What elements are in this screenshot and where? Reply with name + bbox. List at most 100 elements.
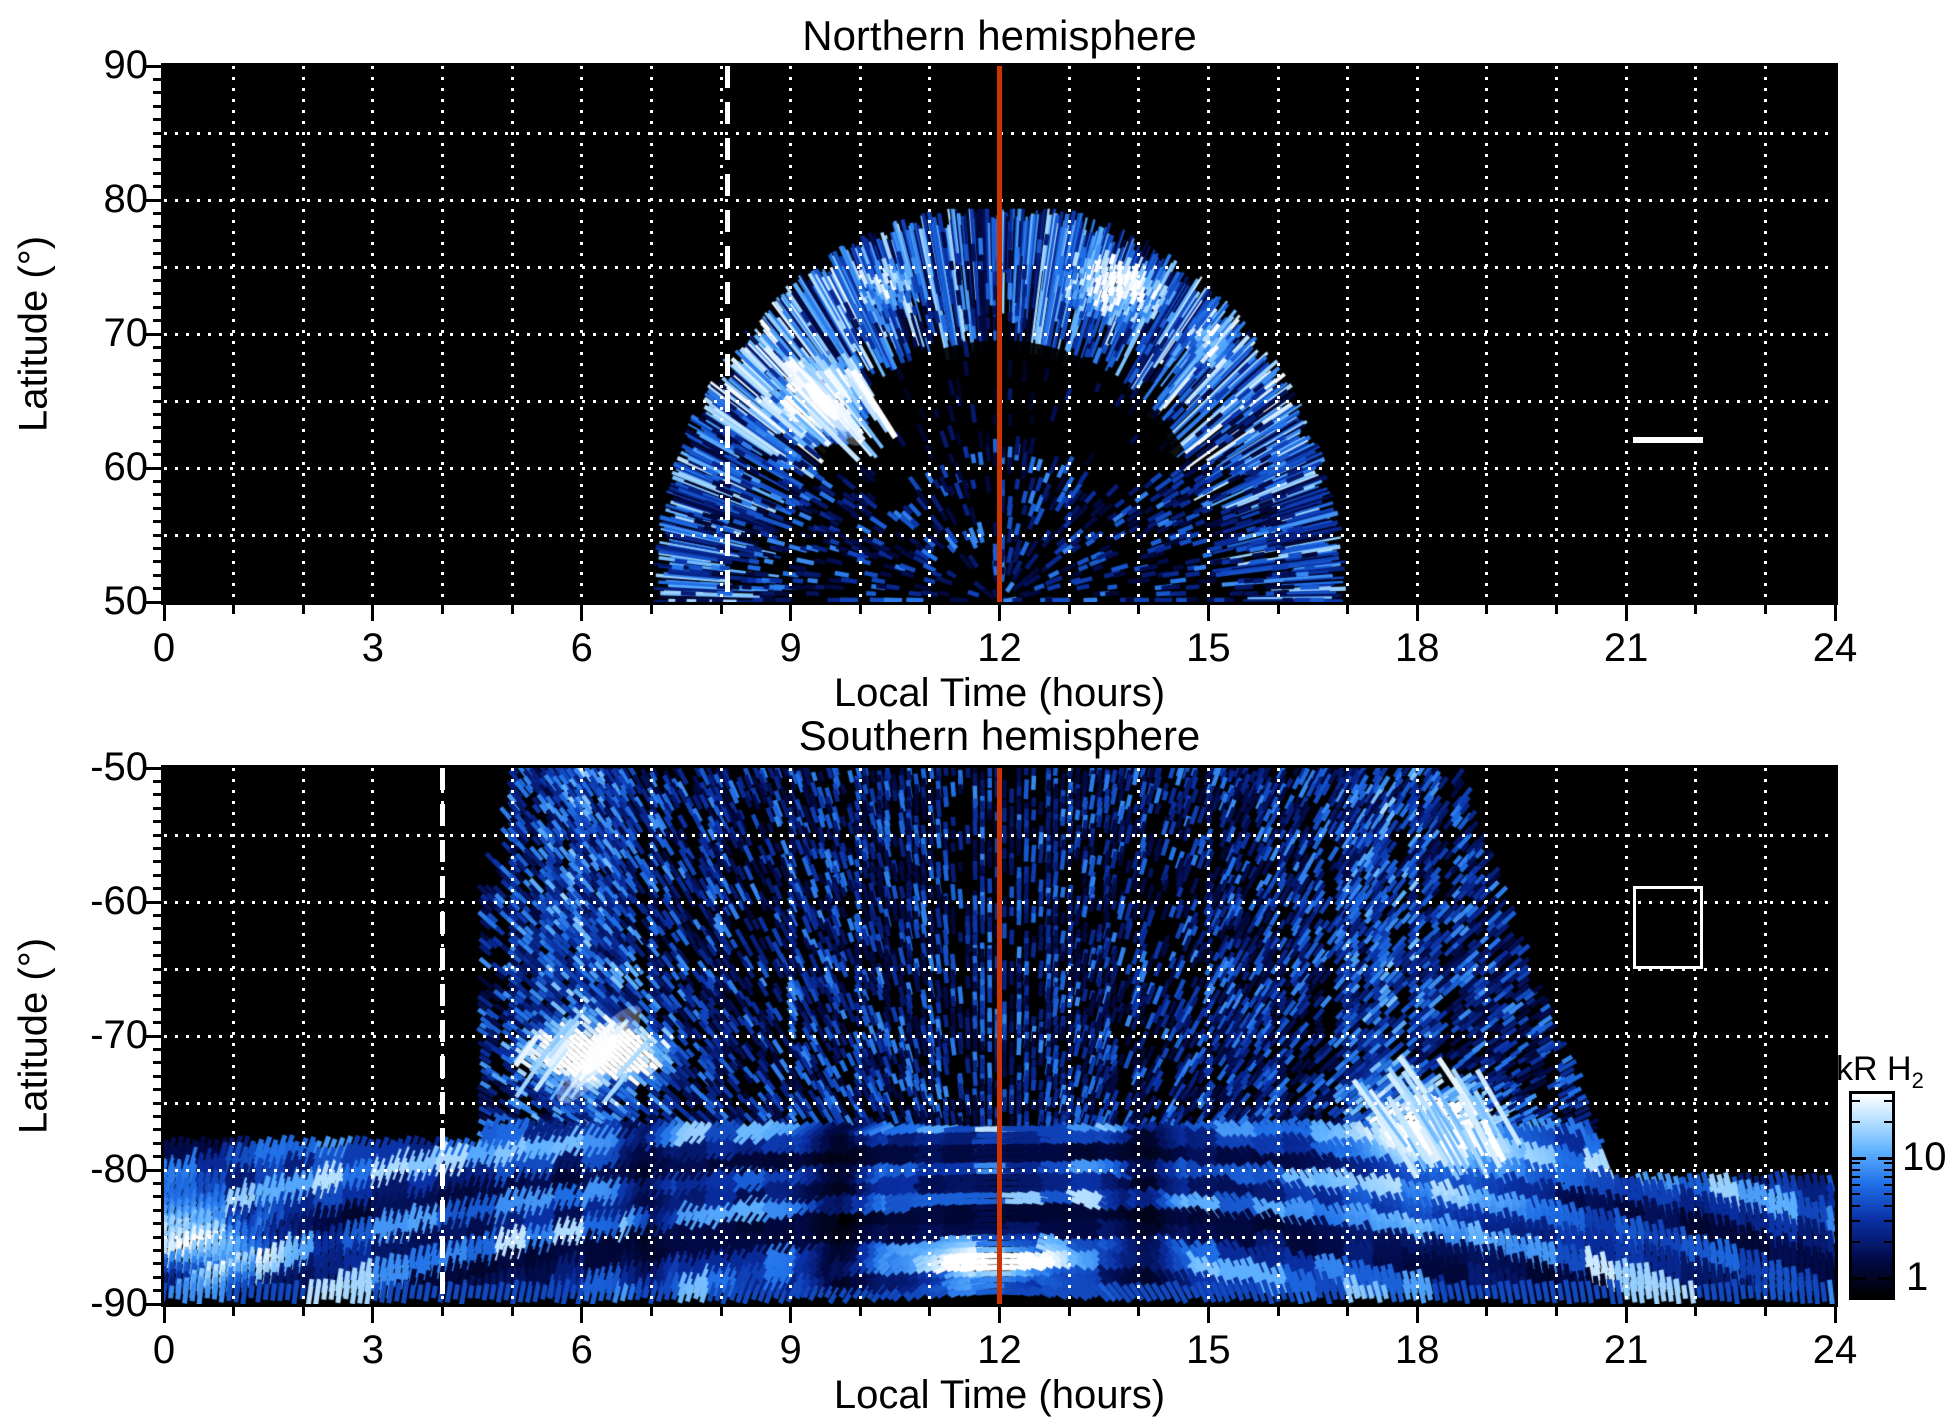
y-tick-label: 60 <box>103 445 149 489</box>
x-tick-label: 21 <box>1603 626 1649 670</box>
x-tick-minor <box>232 605 236 614</box>
x-tick-major <box>1833 605 1837 621</box>
y-tick-minor <box>153 359 161 363</box>
y-tick-minor <box>153 144 161 148</box>
y-tick-major <box>145 1168 161 1172</box>
x-tick-minor <box>1137 1307 1141 1316</box>
x-tick-minor <box>510 605 514 614</box>
y-tick-minor <box>153 1114 161 1118</box>
x-tick-minor <box>301 1307 305 1316</box>
y-tick-label: 50 <box>103 579 149 623</box>
x-tick-minor <box>232 1307 236 1316</box>
colorbar-tick <box>1884 1193 1892 1196</box>
colorbar-tick <box>1852 1276 1866 1280</box>
x-tick-label: 3 <box>361 1328 384 1372</box>
y-tick-label: -50 <box>90 745 148 789</box>
x-tick-major <box>1206 1307 1210 1323</box>
x-tick-minor <box>858 1307 862 1316</box>
y-tick-minor <box>153 1262 161 1266</box>
y-tick-minor <box>153 1289 161 1293</box>
dashed-reference-line <box>725 66 731 602</box>
x-tick-minor <box>649 1307 653 1316</box>
colorbar-label: kR H2 <box>1836 1050 1924 1094</box>
y-tick-minor <box>153 793 161 797</box>
colorbar-tick <box>1852 1099 1860 1102</box>
colorbar-tick <box>1884 1175 1892 1178</box>
y-tick-label: 70 <box>103 311 149 355</box>
dashed-reference-line <box>440 768 445 1304</box>
x-tick-minor <box>1763 605 1767 614</box>
colorbar-tick <box>1884 1099 1892 1102</box>
y-tick-minor <box>153 1181 161 1185</box>
y-tick-minor <box>153 1088 161 1092</box>
north-plot-title: Northern hemisphere <box>802 12 1197 59</box>
y-tick-minor <box>153 319 161 323</box>
x-tick-label: 24 <box>1812 626 1858 670</box>
y-tick-minor <box>153 252 161 256</box>
y-tick-minor <box>153 91 161 95</box>
x-tick-label: 15 <box>1186 1328 1231 1372</box>
y-tick-minor <box>153 439 161 443</box>
x-tick-minor <box>1555 1307 1558 1316</box>
x-tick-major <box>1415 1307 1419 1323</box>
south-x-axis-label: Local Time (hours) <box>833 1373 1166 1417</box>
colorbar-tick <box>1884 1204 1892 1207</box>
y-tick-minor <box>153 225 161 229</box>
y-tick-label: -90 <box>90 1281 148 1325</box>
y-tick-minor <box>153 846 161 850</box>
x-tick-minor <box>1763 1307 1767 1316</box>
y-tick-major <box>145 1034 161 1038</box>
y-tick-major <box>145 766 161 770</box>
x-tick-label: 18 <box>1395 626 1440 670</box>
y-tick-minor <box>153 1235 161 1239</box>
y-tick-minor <box>153 506 161 510</box>
x-tick-minor <box>1067 1307 1071 1316</box>
y-tick-major <box>145 332 161 336</box>
x-tick-major <box>371 605 375 621</box>
x-tick-label: 0 <box>152 626 176 670</box>
colorbar-tick <box>1852 1193 1860 1196</box>
y-tick-minor <box>153 520 161 524</box>
x-tick-minor <box>719 1307 723 1316</box>
y-tick-minor <box>153 887 161 891</box>
x-tick-minor <box>1694 1307 1698 1316</box>
y-tick-minor <box>153 954 161 958</box>
y-tick-minor <box>153 211 161 215</box>
colorbar-tick <box>1884 1219 1892 1222</box>
x-tick-minor <box>858 605 862 614</box>
x-tick-label: 21 <box>1603 1328 1649 1372</box>
x-tick-major <box>1415 605 1419 621</box>
x-tick-major <box>580 1307 584 1323</box>
colorbar-tick <box>1852 1175 1860 1178</box>
y-tick-minor <box>153 1195 161 1199</box>
x-tick-minor <box>1276 605 1280 614</box>
y-tick-major <box>145 900 161 904</box>
x-tick-label: 0 <box>152 1328 176 1372</box>
y-tick-minor <box>153 1061 161 1065</box>
y-tick-minor <box>153 587 161 591</box>
x-tick-major <box>1206 605 1210 621</box>
y-tick-minor <box>153 426 161 430</box>
y-tick-label: 90 <box>103 43 149 87</box>
colorbar-tick <box>1852 1168 1860 1171</box>
highlight-box <box>1633 437 1703 444</box>
y-tick-minor <box>153 1155 161 1159</box>
y-tick-minor <box>153 1141 161 1145</box>
x-tick-major <box>580 605 584 621</box>
x-tick-major <box>998 605 1001 621</box>
y-tick-minor <box>153 1222 161 1226</box>
y-tick-major <box>145 1302 161 1306</box>
y-tick-minor <box>153 1275 161 1279</box>
x-tick-minor <box>1346 1307 1350 1316</box>
y-tick-minor <box>153 386 161 390</box>
y-tick-minor <box>153 493 161 497</box>
x-tick-minor <box>1485 605 1489 614</box>
x-tick-label: 12 <box>977 626 1022 670</box>
y-tick-minor <box>153 305 161 309</box>
x-tick-major <box>789 605 793 621</box>
colorbar-tick <box>1852 1156 1866 1160</box>
x-tick-label: 12 <box>977 1328 1022 1372</box>
x-tick-minor <box>1067 605 1071 614</box>
y-tick-label: -70 <box>90 1013 148 1057</box>
